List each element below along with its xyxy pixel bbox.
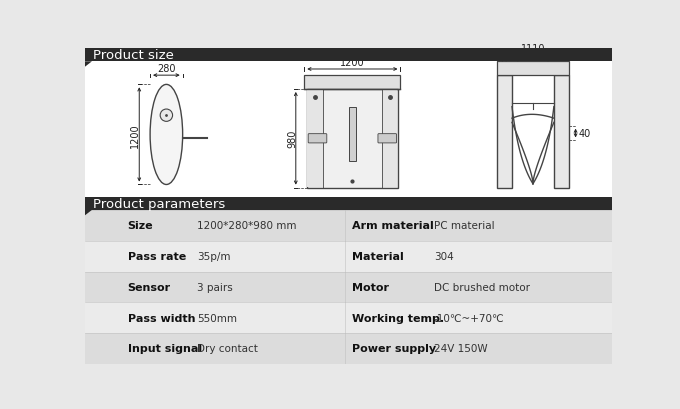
Text: -10℃~+70℃: -10℃~+70℃: [434, 313, 505, 323]
Text: Input signal: Input signal: [128, 344, 202, 354]
Text: 304: 304: [434, 252, 454, 261]
Text: 40: 40: [579, 129, 591, 139]
Text: Power supply: Power supply: [352, 344, 437, 354]
Text: 24V 150W: 24V 150W: [434, 344, 488, 354]
Bar: [85, 197, 612, 210]
Bar: [85, 210, 612, 364]
Text: 550: 550: [524, 50, 541, 59]
Text: 980: 980: [287, 130, 297, 148]
Text: Sensor: Sensor: [128, 282, 171, 292]
Text: 1200: 1200: [131, 123, 140, 147]
Bar: [307, 90, 323, 187]
Text: Material: Material: [352, 252, 404, 261]
Bar: [85, 272, 612, 303]
Text: Arm material: Arm material: [352, 221, 434, 231]
Bar: [85, 303, 612, 333]
Bar: [85, 62, 612, 200]
Text: 280: 280: [157, 64, 175, 74]
Ellipse shape: [150, 85, 183, 185]
Bar: [85, 241, 612, 272]
Bar: [349, 108, 356, 162]
Text: Size: Size: [128, 221, 153, 231]
Text: Product size: Product size: [92, 49, 173, 62]
Bar: [305, 76, 401, 90]
Text: Dry contact: Dry contact: [197, 344, 258, 354]
Text: 550mm: 550mm: [197, 313, 237, 323]
Bar: [85, 333, 612, 364]
Polygon shape: [85, 210, 92, 216]
FancyBboxPatch shape: [378, 134, 396, 144]
Text: Motor: Motor: [352, 282, 390, 292]
Circle shape: [160, 110, 173, 122]
Bar: [85, 49, 612, 62]
Text: 1200: 1200: [340, 58, 364, 67]
Text: 1110: 1110: [521, 44, 545, 54]
Text: 35p/m: 35p/m: [197, 252, 231, 261]
Text: Pass rate: Pass rate: [128, 252, 186, 261]
Text: 1200*280*980 mm: 1200*280*980 mm: [197, 221, 297, 231]
Text: Product parameters: Product parameters: [92, 198, 225, 210]
Bar: [554, 76, 569, 188]
Text: Working temp.: Working temp.: [352, 313, 445, 323]
Text: DC brushed motor: DC brushed motor: [434, 282, 530, 292]
Polygon shape: [85, 62, 92, 67]
Text: 3 pairs: 3 pairs: [197, 282, 233, 292]
Text: 280: 280: [496, 50, 513, 59]
Text: PC material: PC material: [434, 221, 494, 231]
Text: Pass width: Pass width: [128, 313, 195, 323]
Bar: [496, 76, 512, 188]
FancyBboxPatch shape: [308, 134, 327, 144]
Bar: [496, 62, 569, 76]
Bar: [382, 90, 397, 187]
Bar: [85, 210, 612, 241]
Bar: [307, 90, 398, 188]
